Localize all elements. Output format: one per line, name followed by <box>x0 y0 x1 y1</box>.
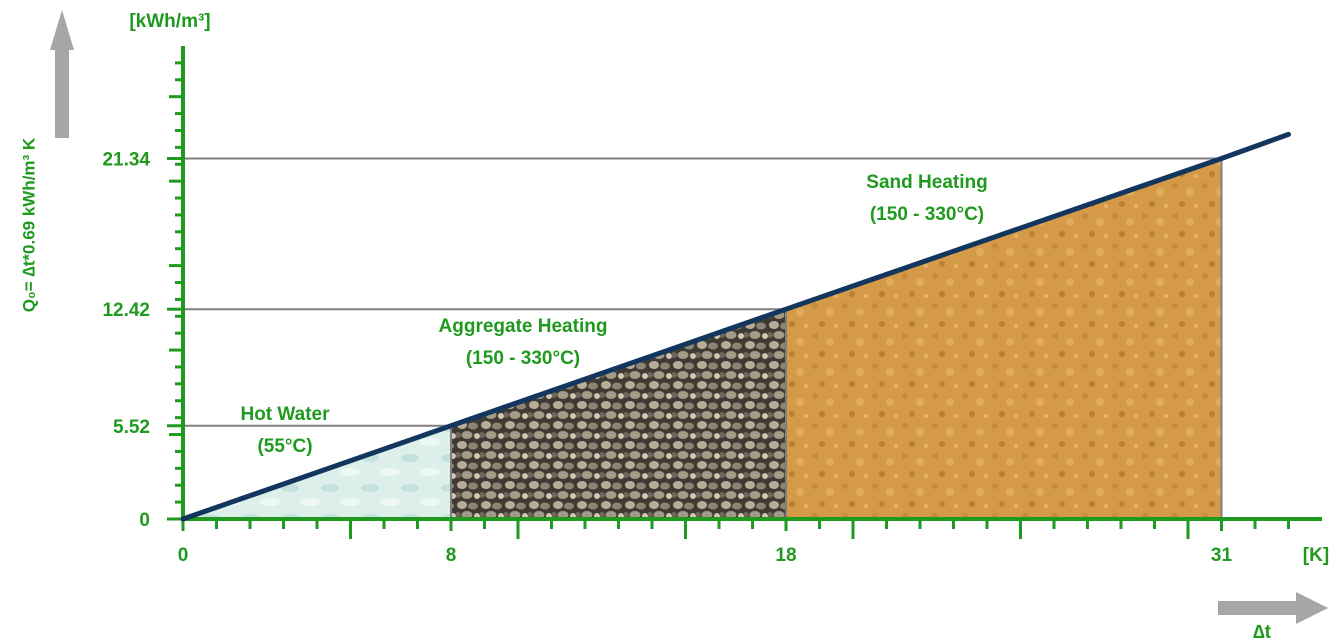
plot: 0 5.52 12.42 21.34 0 8 18 31 Hot Water (55°C) Aggr… <box>102 46 1322 566</box>
y-unit: [kWh/m³] <box>129 11 210 32</box>
line <box>180 131 1291 522</box>
right-arrow <box>1296 592 1328 624</box>
x-tick-label: 31 <box>1211 545 1233 566</box>
region-label: Sand Heating <box>866 172 987 193</box>
region <box>786 158 1222 520</box>
y-title: Q₀= ∆t*0.69 kWh/m³ K <box>19 137 38 312</box>
region-label: Aggregate Heating <box>439 316 608 337</box>
x-title: ∆t <box>1253 622 1272 643</box>
x-tick-label: 0 <box>178 545 189 566</box>
x-unit: [K] <box>1303 545 1329 566</box>
y-tick-label: 5.52 <box>113 417 150 438</box>
up-arrow-shaft <box>55 48 69 138</box>
region-detail: (150 - 330°C) <box>870 204 984 225</box>
region <box>451 309 786 519</box>
region-detail: (55°C) <box>257 436 312 457</box>
region-detail: (150 - 330°C) <box>466 348 580 369</box>
region-label: Hot Water <box>240 404 330 425</box>
y-tick-label: 12.42 <box>102 300 150 321</box>
x-tick-label: 18 <box>775 545 796 566</box>
x-tick-label: 8 <box>446 545 457 566</box>
right-arrow-shaft <box>1218 601 1298 615</box>
y-tick-label: 0 <box>139 510 150 531</box>
up-arrow <box>50 10 74 50</box>
y-tick-label: 21.34 <box>102 150 150 171</box>
